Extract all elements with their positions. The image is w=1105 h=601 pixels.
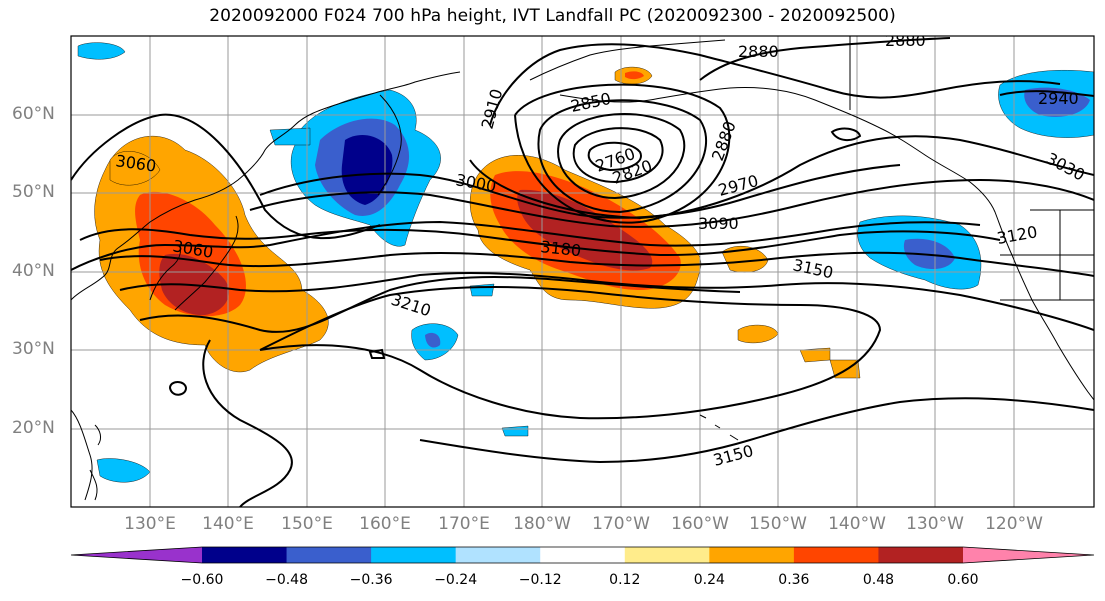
contour-low-ring-1 [587, 141, 642, 172]
contour-small-circle-1 [168, 381, 188, 396]
coastline-korea [149, 244, 181, 301]
colorbar-bin [793, 547, 879, 563]
contour-label: 3090 [698, 214, 739, 233]
contour-label: 3180 [540, 237, 582, 260]
lon-label-180w: 180°W [513, 514, 571, 534]
ivt-region-central-pacific-max [517, 189, 653, 271]
ivt-region-south-blue-2 [469, 283, 495, 297]
contour-3060-west [71, 113, 381, 240]
contour-2940 [999, 90, 1094, 97]
coastline-china-south [71, 409, 93, 501]
colorbar-tick-label: 0.60 [947, 572, 979, 588]
map-frame [70, 35, 1095, 508]
colorbar-extend-min [71, 547, 202, 563]
contour-3150-south [419, 397, 1094, 464]
contour-low-ring-4 [537, 99, 708, 214]
contour-3000 [259, 164, 901, 219]
colorbar-extend-max [963, 547, 1094, 563]
lat-label-60n: 60°N [12, 104, 55, 124]
ivt-region-kamchatka-core [341, 135, 393, 205]
colorbar-tick-label: −0.48 [265, 572, 308, 588]
lon-label-160e: 160°E [359, 514, 411, 534]
colorbar-tick-label: 0.48 [862, 572, 895, 588]
contour-low-ring-2 [572, 127, 664, 184]
lat-label-40n: 40°N [12, 261, 55, 281]
gridlines [71, 36, 1094, 507]
colorbar-bin [878, 547, 964, 563]
contour-label: 2880 [738, 42, 779, 61]
lat-label-30n: 30°N [12, 339, 55, 359]
contour-3180 [139, 276, 741, 333]
lon-label-140w: 140°W [828, 514, 886, 534]
contour-outer-south [202, 339, 293, 507]
colorbar-tick-label: −0.24 [434, 572, 478, 588]
lon-label-130w: 130°W [906, 514, 964, 534]
contour-3090 [79, 228, 1001, 257]
colorbar-bin [202, 547, 288, 563]
contour-label: 2880 [885, 31, 926, 50]
coastlines [71, 36, 1094, 501]
colorbar-tick-label: −0.60 [180, 572, 224, 588]
contour-small-circle-3 [830, 127, 862, 142]
lon-label-170w: 170°W [592, 514, 650, 534]
contour-label: 2940 [1038, 89, 1079, 108]
contour-3060-mid [71, 220, 981, 271]
coastline-us-states [1000, 209, 1094, 301]
colorbar-bin [624, 547, 710, 563]
lon-label-120w: 120°W [985, 514, 1043, 534]
coastline-alaska [529, 39, 881, 129]
contour-3030 [249, 178, 1094, 228]
colorbar-bin [455, 547, 541, 563]
colorbar-bin [371, 547, 457, 563]
lon-label-170e: 170°E [438, 514, 490, 534]
colorbar-bin [709, 547, 795, 563]
contour-3120 [99, 251, 1094, 277]
colorbar-outline [70, 546, 1095, 564]
colorbar [70, 546, 1095, 564]
height-contours [71, 37, 1094, 507]
contour-small-circle-2 [368, 348, 386, 359]
ivt-region-northwest-blue [77, 42, 126, 60]
figure-title: 2020092000 F024 700 hPa height, IVT Land… [209, 6, 896, 26]
contour-3150 [119, 271, 1094, 331]
ivt-region-canada-core [1024, 87, 1090, 117]
contour-2850 [514, 83, 731, 224]
lon-label-150e: 150°E [281, 514, 333, 534]
ivt-region-alaska-red [625, 71, 644, 80]
ivt-region-south-blue-4 [501, 425, 529, 437]
colorbar-bin [540, 547, 626, 563]
lon-label-140e: 140°E [202, 514, 254, 534]
colorbar-bin [286, 547, 372, 563]
contour-low-ring-3 [557, 113, 686, 200]
colorbar-tick-label: 0.24 [693, 572, 725, 588]
ivt-region-west-cyan [269, 127, 311, 146]
ivt-negative-anomaly-field [77, 42, 1094, 483]
map-area: 2880 2880 2940 2910 2850 2760 2820 2880 … [71, 31, 1094, 507]
colorbar-tick-label: −0.12 [518, 572, 562, 588]
lon-label-150w: 150°W [749, 514, 807, 534]
contour-2970 [469, 135, 1094, 220]
coastline-asia [71, 71, 461, 301]
coastline-north-america-west [879, 127, 1094, 401]
colorbar-tick-label: 0.12 [609, 572, 641, 588]
lon-label-130e: 130°E [124, 514, 176, 534]
coastline-hawaii [699, 414, 739, 441]
lon-label-160w: 160°W [671, 514, 729, 534]
lat-label-20n: 20°N [12, 418, 55, 438]
lat-label-50n: 50°N [12, 182, 55, 202]
contour-3210 [259, 286, 882, 420]
contour-2880-north [699, 37, 951, 81]
contour-2910 [489, 43, 1061, 126]
ivt-region-south-blue-1-core [425, 332, 441, 348]
colorbar-tick-label: −0.36 [349, 572, 393, 588]
coastline-kamchatka [377, 94, 402, 196]
coastline-philippines [89, 424, 102, 501]
colorbar-tick-label: 0.36 [778, 572, 810, 588]
ivt-region-orange-blob-north [109, 151, 161, 186]
